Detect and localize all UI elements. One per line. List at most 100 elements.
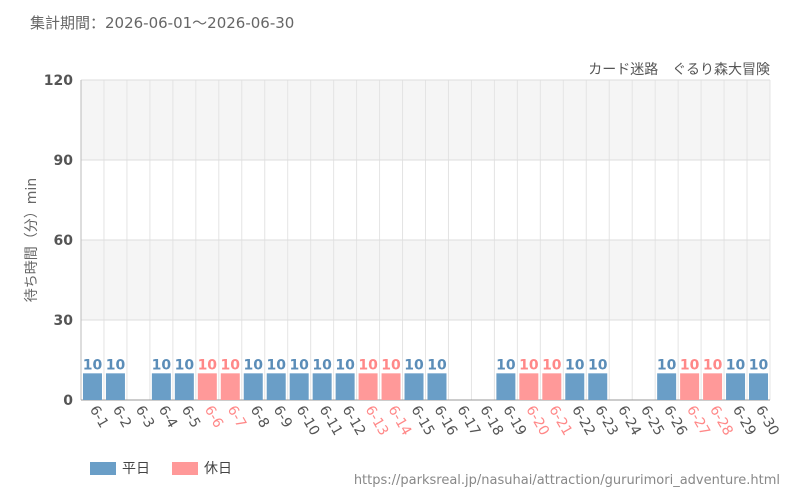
bar-6-13 bbox=[358, 373, 378, 400]
bar-6-15 bbox=[404, 373, 424, 400]
y-tick-label: 90 bbox=[54, 153, 74, 169]
x-tick-label: 6-10 bbox=[293, 403, 323, 439]
x-tick-label: 6-7 bbox=[224, 403, 249, 431]
bar-value-label: 10 bbox=[565, 357, 585, 373]
holiday-swatch bbox=[172, 461, 198, 475]
y-axis-label: 待ち時間（分）min bbox=[24, 178, 40, 302]
bar-6-30 bbox=[749, 373, 769, 400]
legend-weekday-label: 平日 bbox=[122, 461, 150, 477]
bar-value-label: 10 bbox=[83, 357, 103, 373]
legend-item-holiday: 休日 bbox=[172, 458, 232, 478]
x-tick-label: 6-16 bbox=[431, 403, 461, 439]
legend-holiday-label: 休日 bbox=[204, 461, 232, 477]
bar-6-4 bbox=[151, 373, 171, 400]
bar-value-label: 10 bbox=[358, 357, 378, 373]
x-tick-label: 6-13 bbox=[362, 403, 392, 439]
x-tick-label: 6-4 bbox=[155, 403, 180, 431]
bar-value-label: 10 bbox=[289, 357, 309, 373]
bar-6-6 bbox=[197, 373, 217, 400]
x-tick-label: 6-28 bbox=[706, 403, 736, 439]
x-tick-label: 6-1 bbox=[86, 403, 111, 431]
x-tick-labels: 6-16-26-36-46-56-66-76-86-96-106-116-126… bbox=[86, 403, 782, 439]
x-tick-label: 6-5 bbox=[178, 403, 203, 431]
bar-value-label: 10 bbox=[749, 357, 769, 373]
y-tick-labels: 0 30 60 90 120 bbox=[44, 73, 73, 409]
x-tick-label: 6-21 bbox=[545, 403, 575, 439]
bar-value-label: 10 bbox=[496, 357, 516, 373]
bar-value-label: 10 bbox=[680, 357, 700, 373]
bar-value-label: 10 bbox=[726, 357, 746, 373]
bar-value-label: 10 bbox=[381, 357, 401, 373]
bar-value-label: 10 bbox=[266, 357, 286, 373]
bar-6-11 bbox=[312, 373, 332, 400]
bar-6-19 bbox=[496, 373, 516, 400]
legend: 平日 休日 bbox=[90, 458, 232, 478]
y-tick-label: 30 bbox=[54, 313, 74, 329]
bar-value-label: 10 bbox=[703, 357, 723, 373]
bar-6-5 bbox=[174, 373, 194, 400]
x-tick-label: 6-2 bbox=[109, 403, 134, 431]
bar-value-label: 10 bbox=[106, 357, 126, 373]
bar-value-label: 10 bbox=[404, 357, 424, 373]
bar-value-label: 10 bbox=[312, 357, 332, 373]
y-tick-label: 120 bbox=[44, 73, 73, 89]
bar-6-16 bbox=[427, 373, 447, 400]
x-tick-label: 6-26 bbox=[660, 403, 690, 439]
bar-6-1 bbox=[82, 373, 102, 400]
x-tick-label: 6-6 bbox=[201, 403, 226, 431]
x-tick-label: 6-20 bbox=[522, 403, 552, 439]
x-tick-label: 6-25 bbox=[637, 403, 667, 439]
weekday-swatch bbox=[90, 461, 116, 475]
x-tick-label: 6-24 bbox=[614, 403, 644, 439]
bar-6-23 bbox=[588, 373, 608, 400]
source-url[interactable]: https://parksreal.jp/nasuhai/attraction/… bbox=[353, 473, 780, 488]
legend-item-weekday: 平日 bbox=[90, 458, 150, 478]
bar-6-7 bbox=[220, 373, 240, 400]
gridlines bbox=[80, 79, 771, 401]
x-tick-label: 6-30 bbox=[752, 403, 782, 439]
bar-value-label: 10 bbox=[519, 357, 539, 373]
bar-value-label: 10 bbox=[221, 357, 241, 373]
bar-value-label: 10 bbox=[427, 357, 447, 373]
bar-value-labels: 10 10 10 10 10 10 10 10 10 10 10 10 10 10 10 10 10 10 10 10… bbox=[83, 357, 769, 373]
x-tick-label: 6-19 bbox=[499, 403, 529, 439]
x-tick-label: 6-3 bbox=[132, 403, 157, 431]
bar-6-12 bbox=[335, 373, 355, 400]
x-tick-label: 6-14 bbox=[385, 403, 415, 439]
x-tick-label: 6-12 bbox=[339, 403, 369, 439]
bars bbox=[82, 373, 769, 400]
x-tick-label: 6-15 bbox=[408, 403, 438, 439]
bar-value-label: 10 bbox=[588, 357, 608, 373]
bar-6-29 bbox=[726, 373, 746, 400]
x-tick-label: 6-11 bbox=[316, 403, 346, 439]
bar-value-label: 10 bbox=[175, 357, 195, 373]
x-tick-label: 6-9 bbox=[270, 403, 295, 431]
bar-value-label: 10 bbox=[198, 357, 218, 373]
bar-6-28 bbox=[703, 373, 723, 400]
period-label: 集計期間：2026-06-01～2026-06-30 bbox=[30, 14, 295, 32]
bar-value-label: 10 bbox=[335, 357, 355, 373]
bar-value-label: 10 bbox=[657, 357, 677, 373]
x-tick-label: 6-27 bbox=[683, 403, 713, 439]
bar-6-20 bbox=[519, 373, 539, 400]
bar-6-21 bbox=[542, 373, 562, 400]
x-tick-label: 6-18 bbox=[476, 403, 506, 439]
bar-value-label: 10 bbox=[542, 357, 562, 373]
bar-value-label: 10 bbox=[152, 357, 172, 373]
bar-6-8 bbox=[243, 373, 263, 400]
bar-6-26 bbox=[657, 373, 677, 400]
x-tick-label: 6-8 bbox=[247, 403, 272, 431]
x-tick-label: 6-23 bbox=[591, 403, 621, 439]
y-tick-label: 60 bbox=[54, 233, 74, 249]
x-tick-label: 6-29 bbox=[729, 403, 759, 439]
y-tick-label: 0 bbox=[63, 393, 73, 409]
x-tick-label: 6-17 bbox=[453, 403, 483, 439]
bar-6-14 bbox=[381, 373, 401, 400]
bar-6-2 bbox=[105, 373, 125, 400]
bar-6-27 bbox=[680, 373, 700, 400]
chart-title: カード迷路 ぐるり森大冒険 bbox=[588, 62, 770, 78]
bar-value-label: 10 bbox=[244, 357, 264, 373]
bar-6-9 bbox=[266, 373, 286, 400]
x-tick-label: 6-22 bbox=[568, 403, 598, 439]
